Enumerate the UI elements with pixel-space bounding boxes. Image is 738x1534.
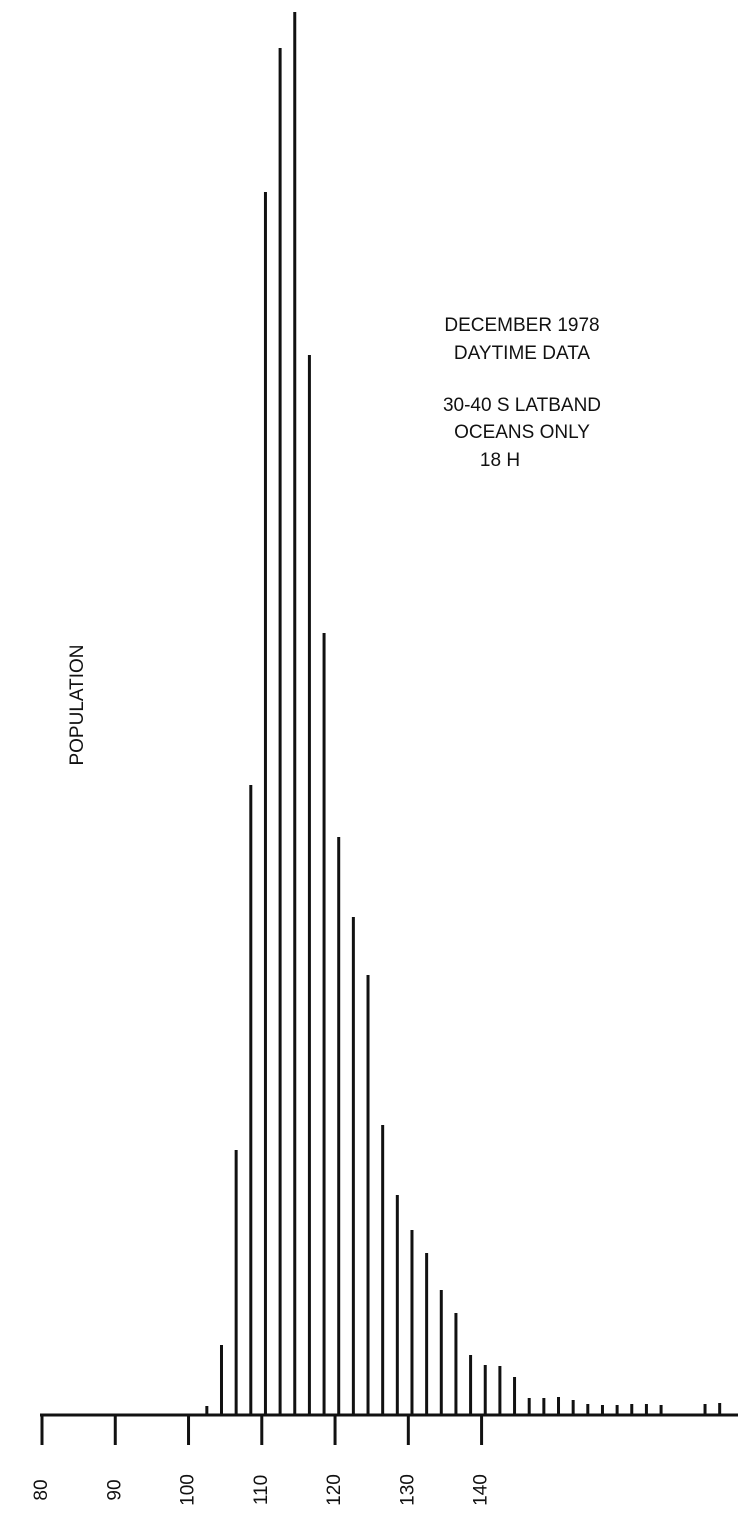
- bar: [483, 1365, 487, 1415]
- x-tick-label: 100: [178, 1474, 199, 1506]
- annotation: 30-40 S LATBAND: [443, 395, 601, 416]
- bar: [615, 1405, 619, 1415]
- bar: [381, 1125, 385, 1415]
- annotation: OCEANS ONLY: [454, 422, 590, 443]
- y-axis-label: POPULATION: [67, 644, 88, 765]
- annotation: DECEMBER 1978: [444, 315, 599, 336]
- bar: [322, 633, 326, 1415]
- bar: [219, 1345, 223, 1415]
- bar: [600, 1405, 604, 1415]
- bar: [498, 1366, 502, 1415]
- bar: [644, 1404, 648, 1415]
- x-tick-label: 130: [397, 1474, 418, 1506]
- bar: [351, 917, 355, 1415]
- bar: [293, 12, 297, 1415]
- bar: [425, 1253, 429, 1415]
- bar: [410, 1230, 414, 1415]
- bar: [234, 1150, 238, 1415]
- bar: [630, 1404, 634, 1415]
- annotation: 18 H: [480, 450, 520, 471]
- x-tick-label: 140: [471, 1474, 492, 1506]
- bar: [586, 1404, 590, 1415]
- bar: [469, 1355, 473, 1415]
- bar: [249, 785, 253, 1415]
- bar: [205, 1406, 209, 1415]
- x-tick-label: 90: [104, 1479, 125, 1500]
- bar: [718, 1403, 722, 1415]
- bar: [395, 1195, 399, 1415]
- x-tick-label: 120: [324, 1474, 345, 1506]
- bar: [542, 1398, 546, 1415]
- x-tick-label: 80: [31, 1479, 52, 1500]
- bar: [527, 1398, 531, 1415]
- bar: [659, 1405, 663, 1415]
- bar: [454, 1313, 458, 1415]
- bar: [307, 355, 311, 1415]
- annotation: DAYTIME DATA: [454, 343, 591, 364]
- bar: [366, 975, 370, 1415]
- bar: [557, 1397, 561, 1415]
- bar: [278, 48, 282, 1415]
- bar: [263, 192, 267, 1415]
- bar: [571, 1400, 575, 1415]
- bar: [439, 1290, 443, 1415]
- bar: [703, 1404, 707, 1415]
- bar: [337, 837, 341, 1415]
- bar: [513, 1377, 517, 1415]
- x-tick-label: 110: [251, 1475, 272, 1505]
